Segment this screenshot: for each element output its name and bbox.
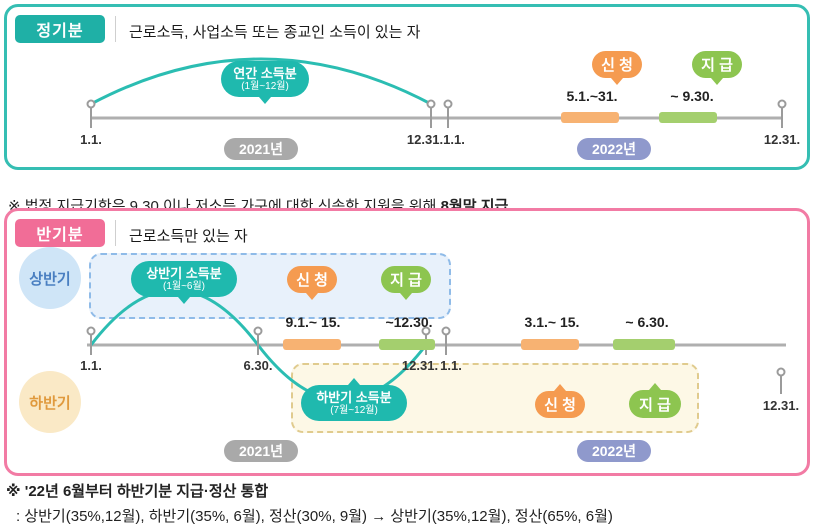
half-note: ※ '22년 6월부터 하반기분 지급·정산 통합 : 상반기(35%,12월)… — [6, 480, 613, 526]
regular-badge: 정기분 — [15, 15, 105, 43]
half-note-line2: : 상반기(35%,12월), 하반기(35%, 6월), 정산(30%, 9월… — [16, 508, 613, 525]
second-income-title: 하반기 소득분 — [316, 390, 392, 405]
header-divider — [115, 16, 116, 42]
first-apply-bubble: 신 청 — [287, 266, 337, 293]
annual-income-bubble: 연간 소득분 (1월~12월) — [221, 61, 309, 97]
annual-income-title: 연간 소득분 — [233, 66, 297, 81]
pay-period: ~ 9.30. — [670, 88, 714, 104]
annual-income-sub: (1월~12월) — [241, 81, 289, 92]
second-apply-bubble: 신 청 — [535, 391, 585, 418]
second-apply-period: 3.1.~ 15. — [524, 314, 580, 330]
tick-jan1-2022: 1.1. — [443, 132, 465, 147]
first-pay-bar — [379, 339, 435, 350]
first-income-bubble: 상반기 소득분 (1월~6월) — [131, 261, 237, 297]
first-pay-bubble: 지 급 — [381, 266, 431, 293]
second-pay-period: ~ 6.30. — [625, 314, 669, 330]
first-income-title: 상반기 소득분 — [146, 266, 222, 281]
second-apply-bar — [521, 339, 579, 350]
half-description: 근로소득만 있는 자 — [129, 228, 248, 245]
pay-bar — [659, 112, 717, 123]
apply-bar — [561, 112, 619, 123]
half-badge: 반기분 — [15, 219, 105, 247]
second-income-sub: (7월~12월) — [330, 405, 378, 416]
second-pay-bar — [613, 339, 675, 350]
half-note-line1: ※ '22년 6월부터 하반기분 지급·정산 통합 — [6, 483, 269, 500]
tick-dec31-2022: 12.31. — [762, 398, 800, 413]
first-half-circle: 상반기 — [19, 247, 81, 309]
tick-dec31-2022: 12.31. — [763, 132, 801, 147]
apply-period: 5.1.~31. — [566, 88, 618, 104]
first-apply-bar — [283, 339, 341, 350]
year-2022-badge: 2022년 — [577, 138, 651, 160]
tick-dec31-2021: 12.31. — [406, 132, 444, 147]
year-2022-badge: 2022년 — [577, 440, 651, 462]
header-divider — [115, 220, 116, 246]
first-apply-period: 9.1.~ 15. — [285, 314, 341, 330]
tick-jan1-2021: 1.1. — [80, 358, 102, 373]
pay-bubble: 지 급 — [692, 51, 742, 78]
regular-panel: 정기분 근로소득, 사업소득 또는 종교인 소득이 있는 자 연간 소득분 (1… — [4, 4, 810, 170]
second-half-circle: 하반기 — [19, 371, 81, 433]
tick-jan1-2022: 1.1. — [440, 358, 462, 373]
second-pay-bubble: 지 급 — [629, 390, 681, 418]
first-pay-period: ~12.30. — [385, 314, 433, 330]
year-2021-badge: 2021년 — [224, 138, 298, 160]
tick-jun30-2021: 6.30. — [243, 358, 273, 373]
apply-bubble: 신 청 — [592, 51, 642, 78]
tick-jan1-2021: 1.1. — [80, 132, 102, 147]
year-2021-badge: 2021년 — [224, 440, 298, 462]
half-panel: 반기분 근로소득만 있는 자 상반기 하반기 상반기 소득분 (1월~6월) 신… — [4, 208, 810, 476]
regular-description: 근로소득, 사업소득 또는 종교인 소득이 있는 자 — [129, 24, 421, 41]
second-income-bubble: 하반기 소득분 (7월~12월) — [301, 385, 407, 421]
first-income-sub: (1월~6월) — [162, 281, 206, 292]
